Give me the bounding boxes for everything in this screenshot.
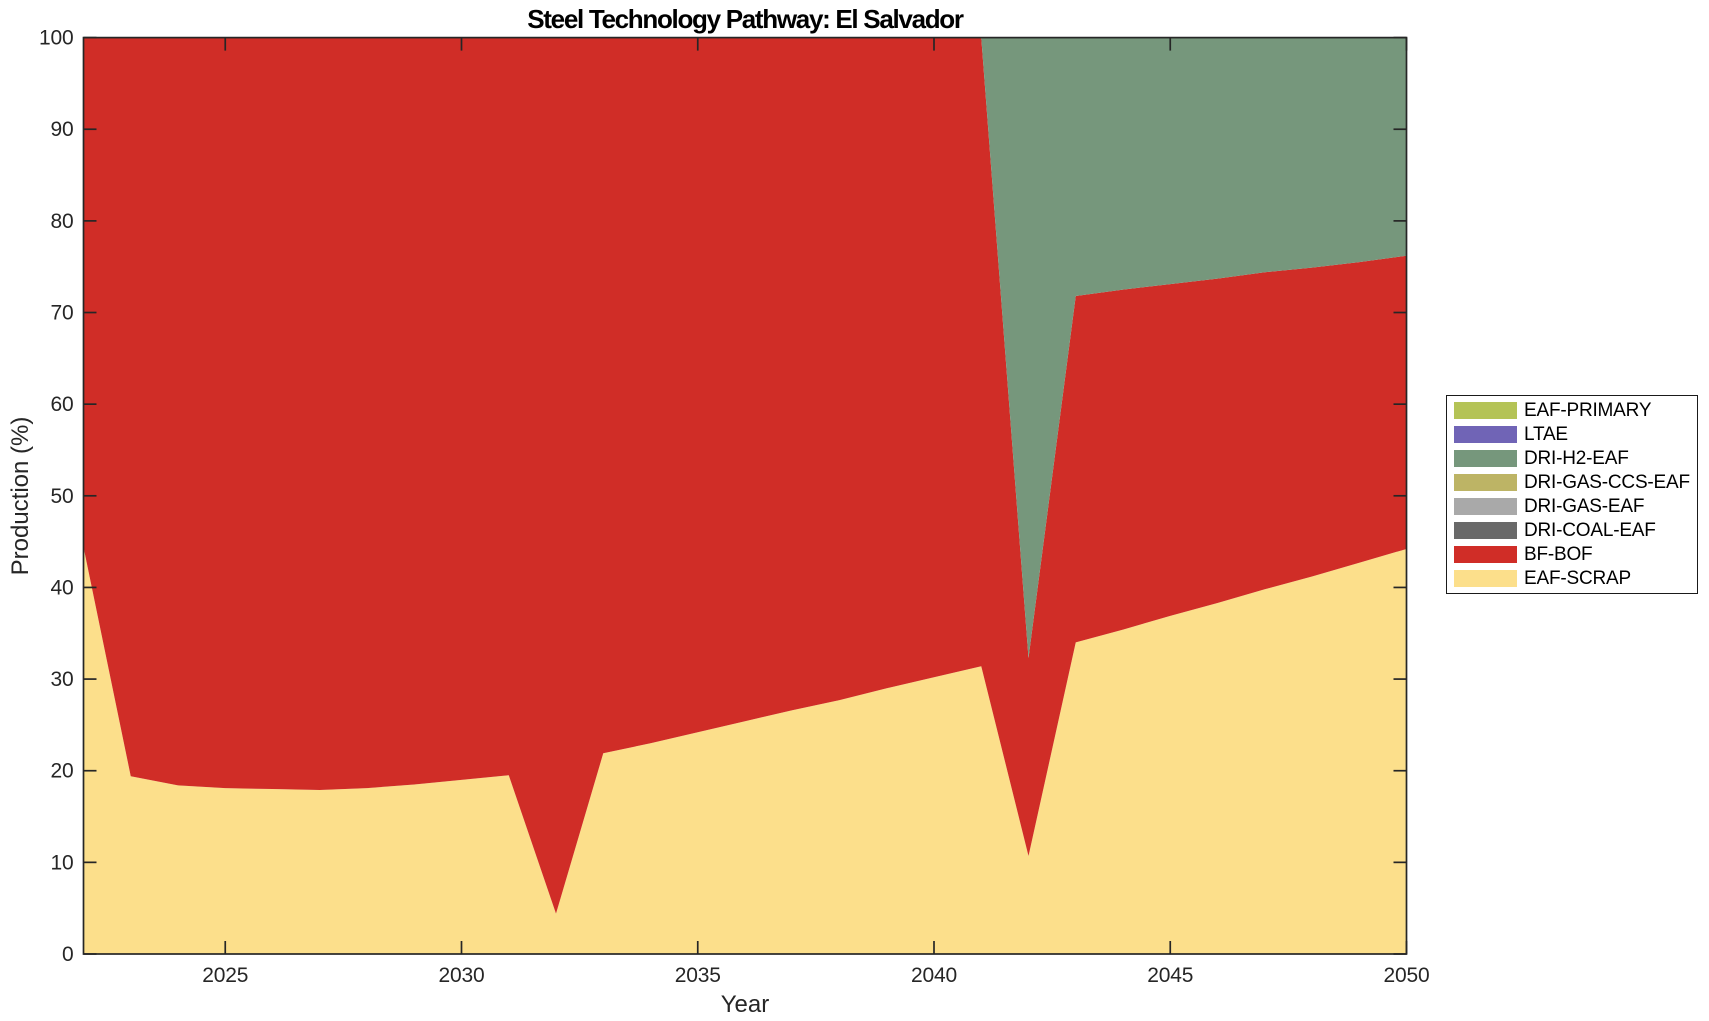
legend-swatch-dri-gas-eaf [1454,498,1517,515]
y-tick-label: 40 [51,576,74,599]
x-axis-label: Year [720,991,770,1018]
x-tick-label: 2030 [439,964,485,987]
legend-label: DRI-H2-EAF [1524,447,1629,469]
legend-item: DRI-COAL-EAF [1447,519,1697,543]
y-tick-label: 10 [51,851,74,874]
y-tick-label: 50 [51,485,74,508]
legend-item: DRI-GAS-CCS-EAF [1447,471,1697,495]
x-tick-label: 2050 [1384,964,1430,987]
x-tick-label: 2035 [675,964,721,987]
legend-swatch-eaf-scrap [1454,570,1517,587]
legend-label: DRI-GAS-CCS-EAF [1524,471,1690,493]
area-dri-h2-eaf [83,37,1407,659]
legend-swatch-ltae [1454,426,1517,443]
x-tick-label: 2025 [202,964,248,987]
legend-label: EAF-SCRAP [1524,567,1631,589]
y-tick-label: 60 [51,393,74,416]
legend-label: LTAE [1524,423,1568,445]
y-tick-label: 30 [51,668,74,691]
legend: EAF-PRIMARY LTAE DRI-H2-EAF DRI-GAS-CCS-… [1446,395,1698,594]
legend-swatch-dri-coal-eaf [1454,522,1517,539]
legend-item: EAF-PRIMARY [1447,399,1697,423]
legend-label: EAF-PRIMARY [1524,399,1652,421]
y-tick-label: 80 [51,210,74,233]
area-bf-bof [83,37,1407,914]
legend-swatch-dri-h2-eaf [1454,450,1517,467]
legend-item: LTAE [1447,423,1697,447]
legend-item: EAF-SCRAP [1447,567,1697,591]
y-axis-label: Production (%) [7,416,34,576]
legend-label: BF-BOF [1524,543,1593,565]
legend-item: DRI-GAS-EAF [1447,495,1697,519]
area-eaf-scrap [83,547,1407,954]
legend-label: DRI-GAS-EAF [1524,495,1645,517]
x-tick-label: 2045 [1147,964,1193,987]
y-tick-label: 100 [39,27,73,50]
x-tick-label: 2040 [911,964,957,987]
legend-swatch-dri-gas-ccs-eaf [1454,474,1517,491]
chart-title: Steel Technology Pathway: El Salvador [527,4,964,34]
legend-label: DRI-COAL-EAF [1524,519,1656,541]
y-tick-label: 20 [51,760,74,783]
y-tick-label: 70 [51,302,74,325]
y-tick-label: 0 [62,943,73,966]
legend-swatch-bf-bof [1454,546,1517,563]
legend-swatch-eaf-primary [1454,402,1517,419]
y-tick-label: 90 [51,118,74,141]
legend-item: DRI-H2-EAF [1447,447,1697,471]
legend-item: BF-BOF [1447,543,1697,567]
